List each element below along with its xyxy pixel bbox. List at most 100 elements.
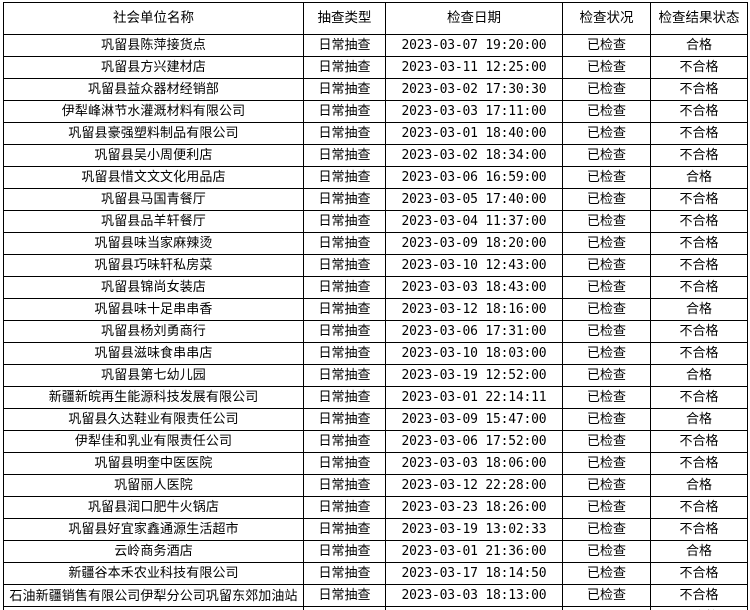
cell-unit-name: 巩留县明奎中医医院: [3, 452, 304, 475]
cell-unit-name: 巩留丽人医院: [3, 474, 304, 497]
cell-inspection-date: 2023-03-06 17:52:00: [385, 430, 563, 453]
cell-inspection-status: 已检查: [562, 474, 651, 497]
table-row[interactable]: 新疆谷本禾农业科技有限公司 日常抽查 2023-03-17 18:14:50 已检查不…: [3, 562, 748, 585]
cell-unit-name: 巩留县方兴建材店: [3, 56, 304, 79]
cell-inspection-date: 2023-03-12 18:16:00: [385, 298, 563, 321]
table-row[interactable]: 巩留县好宜家鑫通源生活超市 日常抽查 2023-03-19 13:02:33 已检查不…: [3, 518, 748, 541]
cell-inspection-status: 已检查: [562, 276, 651, 299]
cell-inspection-status: 已检查: [562, 364, 651, 387]
table-row[interactable]: 伊犁佳和乳业有限责任公司 日常抽查 2023-03-06 17:52:00 已检查 不合…: [3, 430, 748, 453]
table-row[interactable]: 巩留县明奎中医医院 日常抽查 2023-03-03 18:06:00 已检查 不合格: [3, 452, 748, 475]
cell-inspection-result: 合格: [650, 166, 748, 189]
cell-inspection-type: 日常抽查: [303, 298, 386, 321]
table-row[interactable]: 巩留县味十足串串香 日常抽查 2023-03-12 18:16:00 已检查 合格: [3, 298, 748, 321]
table-row[interactable]: 巩留县陈萍接货点 日常抽查 2023-03-07 19:20:00 已检查 合格: [3, 34, 748, 57]
cell-inspection-status: 已检查: [562, 562, 651, 585]
cell-inspection-status: 已检查: [562, 188, 651, 211]
unit-name-overflow-text: 石油新疆销售有限公司伊犁分公司巩留东郊加油站: [9, 585, 298, 606]
table-row[interactable]: 云岭商务酒店 日常抽查 2023-03-01 21:36:00 已检查 合格: [3, 540, 748, 563]
column-header-inspection-type[interactable]: 抽查类型: [303, 2, 386, 35]
cell-inspection-result: 不合格: [650, 562, 748, 585]
cell-inspection-type: 日常抽查: [303, 408, 386, 431]
table-row[interactable]: 石油新疆销售有限公司伊犁分公司巩留东郊加油站 日常抽查 2023-03-03 18:…: [3, 584, 748, 607]
column-header-inspection-status[interactable]: 检查状况: [562, 2, 651, 35]
table-row[interactable]: 巩留县巧味轩私房菜 日常抽查 2023-03-10 12:43:00 已检查 不合格: [3, 254, 748, 277]
table-row[interactable]: 新疆新皖再生能源科技发展有限公司 日常抽查 2023-03-01 22:14:11 已…: [3, 386, 748, 409]
inspection-records-table: 社会单位名称 抽查类型 检查日期 检查状况 检查结果状态 巩留县陈萍接货点 日常抽…: [3, 2, 748, 610]
cell-inspection-status: 已检查: [562, 584, 651, 607]
column-header-inspection-date[interactable]: 检查日期: [385, 2, 563, 35]
cell-inspection-result: 不合格: [650, 276, 748, 299]
cell-inspection-type: 日常抽查: [303, 518, 386, 541]
table-row[interactable]: 伊犁峰淋节水灌溉材料有限公司 日常抽查 2023-03-03 17:11:00 已检查…: [3, 100, 748, 123]
cell-unit-name: 巩留县陈萍接货点: [3, 34, 304, 57]
cell-inspection-status: 已检查: [562, 232, 651, 255]
cell-inspection-date: 2023-03-12 22:28:00: [385, 474, 563, 497]
cell-unit-name: 巩留县第七幼儿园: [3, 364, 304, 387]
table-row[interactable]: 巩留县品羊轩餐厅 日常抽查 2023-03-04 11:37:00 已检查 不合格: [3, 210, 748, 233]
cell-inspection-date: 2023-03-12 16:30:00: [385, 606, 563, 610]
table-row[interactable]: 巩留县方兴建材店 日常抽查 2023-03-11 12:25:00 已检查 不合格: [3, 56, 748, 79]
table-row[interactable]: 巩留县益众器材经销部 日常抽查 2023-03-02 17:30:30 已检查 不合格: [3, 78, 748, 101]
cell-unit-name: 新疆谷本禾农业科技有限公司: [3, 562, 304, 585]
cell-inspection-date: 2023-03-03 18:06:00: [385, 452, 563, 475]
cell-inspection-status: 已检查: [562, 78, 651, 101]
table-row[interactable]: 巩留县润口肥牛火锅店 日常抽查 2023-03-23 18:26:00 已检查 不合格: [3, 496, 748, 519]
cell-inspection-status: 已检查: [562, 430, 651, 453]
cell-inspection-date: 2023-03-03 18:43:00: [385, 276, 563, 299]
table-row[interactable]: 巩留丽人医院 日常抽查 2023-03-12 22:28:00 已检查 合格: [3, 474, 748, 497]
cell-inspection-date: 2023-03-19 12:52:00: [385, 364, 563, 387]
cell-inspection-date: 2023-03-04 11:37:00: [385, 210, 563, 233]
cell-inspection-date: 2023-03-17 18:14:50: [385, 562, 563, 585]
cell-unit-name: 巩留县味当家麻辣烫: [3, 232, 304, 255]
table-row[interactable]: 巩留县杨刘勇商行 日常抽查 2023-03-06 17:31:00 已检查 不合格: [3, 320, 748, 343]
cell-inspection-status: 已检查: [562, 386, 651, 409]
cell-inspection-type: 日常抽查: [303, 386, 386, 409]
cell-inspection-date: 2023-03-10 18:03:00: [385, 342, 563, 365]
cell-unit-name: 巩留县惜文文文化用品店: [3, 166, 304, 189]
table-row[interactable]: 巩留县味当家麻辣烫 日常抽查 2023-03-09 18:20:00 已检查 不合格: [3, 232, 748, 255]
cell-unit-name: 巩留县品羊轩餐厅: [3, 210, 304, 233]
cell-unit-name: 巩留县豪强塑料制品有限公司: [3, 122, 304, 145]
cell-inspection-date: 2023-03-06 16:59:00: [385, 166, 563, 189]
cell-inspection-type: 日常抽查: [303, 144, 386, 167]
table-row[interactable]: 巩留县吴小周便利店 日常抽查 2023-03-02 18:34:00 已检查 不合格: [3, 144, 748, 167]
cell-unit-name: 巩留县益众器材经销部: [3, 78, 304, 101]
cell-inspection-result: 不合格: [650, 430, 748, 453]
cell-inspection-type: 日常抽查: [303, 188, 386, 211]
cell-inspection-result: 不合格: [650, 78, 748, 101]
cell-unit-name: 巩留县滋味食串串店: [3, 342, 304, 365]
table-header-row: 社会单位名称 抽查类型 检查日期 检查状况 检查结果状态: [3, 2, 748, 35]
cell-inspection-status: 已检查: [562, 298, 651, 321]
cell-inspection-result: 不合格: [650, 386, 748, 409]
cell-inspection-result: 不合格: [650, 144, 748, 167]
table-row[interactable]: 巩留县锦尚女装店 日常抽查 2023-03-03 18:43:00 已检查 不合格: [3, 276, 748, 299]
cell-inspection-type: 日常抽查: [303, 474, 386, 497]
cell-inspection-status: 已检查: [562, 408, 651, 431]
cell-unit-name: 巩留县久达鞋业有限责任公司: [3, 408, 304, 431]
cell-inspection-result: 合格: [650, 540, 748, 563]
table-row[interactable]: 巩留县滋味食串串店 日常抽查 2023-03-10 18:03:00 已检查 不合格: [3, 342, 748, 365]
table-row[interactable]: 巩留县第七幼儿园 日常抽查 2023-03-19 12:52:00 已检查 合格: [3, 364, 748, 387]
table-row[interactable]: 巩留县马国青餐厅 日常抽查 2023-03-05 17:40:00 已检查 不合格: [3, 188, 748, 211]
cell-inspection-status: 已检查: [562, 452, 651, 475]
cell-inspection-type: 日常抽查: [303, 232, 386, 255]
cell-inspection-status: 已检查: [562, 144, 651, 167]
cell-inspection-type: 日常抽查: [303, 540, 386, 563]
column-header-inspection-result[interactable]: 检查结果状态: [650, 2, 748, 35]
cell-inspection-result: 不合格: [650, 606, 748, 610]
table-row[interactable]: 巩留县久达鞋业有限责任公司 日常抽查 2023-03-09 15:47:00 已检查合…: [3, 408, 748, 431]
cell-inspection-result: 不合格: [650, 56, 748, 79]
table-row[interactable]: 巩留县豪强塑料制品有限公司 日常抽查 2023-03-01 18:40:00 已检查不…: [3, 122, 748, 145]
cell-inspection-date: 2023-03-09 18:20:00: [385, 232, 563, 255]
cell-inspection-status: 已检查: [562, 496, 651, 519]
cell-inspection-date: 2023-03-05 17:40:00: [385, 188, 563, 211]
cell-inspection-date: 2023-03-01 18:40:00: [385, 122, 563, 145]
cell-inspection-date: 2023-03-03 17:11:00: [385, 100, 563, 123]
column-header-unit-name[interactable]: 社会单位名称: [3, 2, 304, 35]
cell-inspection-date: 2023-03-02 17:30:30: [385, 78, 563, 101]
cell-inspection-date: 2023-03-06 17:31:00: [385, 320, 563, 343]
table-row[interactable]: 巩留县惜文文文化用品店 日常抽查 2023-03-06 16:59:00 已检查 合格: [3, 166, 748, 189]
